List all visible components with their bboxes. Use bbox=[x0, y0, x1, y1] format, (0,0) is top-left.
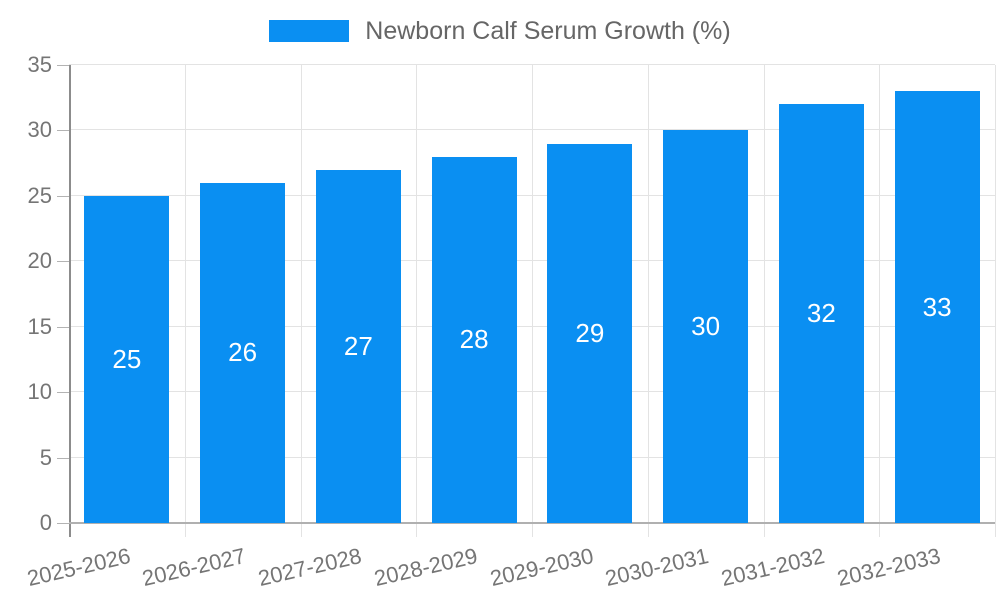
x-tick-label: 2029-2030 bbox=[487, 543, 596, 592]
x-tick-label: 2028-2029 bbox=[371, 543, 480, 592]
h-gridline bbox=[69, 64, 995, 65]
bar[interactable]: 26 bbox=[200, 182, 286, 523]
y-tick-mark bbox=[57, 130, 69, 132]
y-tick-mark bbox=[57, 326, 69, 328]
bar[interactable]: 27 bbox=[315, 169, 401, 523]
bar-value-label: 32 bbox=[806, 298, 836, 329]
y-tick-mark bbox=[57, 65, 69, 66]
y-tick-mark bbox=[57, 457, 69, 459]
legend-label[interactable]: Newborn Calf Serum Growth (%) bbox=[365, 16, 731, 45]
bar-value-label: 26 bbox=[228, 337, 258, 368]
legend-swatch[interactable] bbox=[269, 20, 350, 42]
y-tick-label: 5 bbox=[39, 444, 52, 470]
bar[interactable]: 33 bbox=[894, 91, 980, 523]
y-tick-label: 35 bbox=[27, 52, 52, 77]
x-axis-line bbox=[69, 522, 995, 524]
y-axis-line bbox=[69, 65, 71, 537]
bar-value-label: 27 bbox=[343, 330, 373, 361]
y-tick-label: 20 bbox=[27, 248, 52, 274]
v-gridline bbox=[879, 65, 881, 537]
y-tick-label: 30 bbox=[27, 117, 52, 143]
v-gridline bbox=[184, 65, 186, 537]
v-gridline bbox=[416, 65, 418, 537]
x-tick-label: 2031-2032 bbox=[718, 543, 827, 592]
bar-value-label: 30 bbox=[691, 311, 721, 342]
x-tick-label: 2030-2031 bbox=[603, 543, 712, 592]
bar[interactable]: 32 bbox=[778, 104, 864, 523]
y-tick-label: 0 bbox=[39, 510, 52, 535]
y-tick-mark bbox=[57, 195, 69, 197]
x-tick-label: 2025-2026 bbox=[24, 543, 133, 592]
legend: Newborn Calf Serum Growth (%) bbox=[0, 17, 1000, 45]
v-gridline bbox=[763, 65, 765, 537]
bar[interactable]: 29 bbox=[547, 143, 633, 523]
y-tick-mark bbox=[57, 392, 69, 394]
bar[interactable]: 28 bbox=[431, 156, 517, 523]
bar[interactable]: 30 bbox=[663, 130, 749, 523]
v-gridline bbox=[647, 65, 649, 537]
bar[interactable]: 25 bbox=[84, 195, 170, 523]
bar-value-label: 33 bbox=[922, 291, 952, 322]
plot-area: 25 26 27 28 29 30 32 33 bbox=[69, 64, 996, 537]
v-gridline bbox=[995, 65, 996, 537]
y-tick-mark bbox=[57, 261, 69, 263]
v-gridline bbox=[300, 65, 302, 537]
y-tick-label: 15 bbox=[27, 313, 52, 339]
y-tick-label: 25 bbox=[27, 182, 52, 208]
y-tick-mark bbox=[57, 523, 69, 524]
x-tick-label: 2026-2027 bbox=[140, 543, 249, 592]
x-tick-label: 2032-2033 bbox=[834, 543, 943, 592]
y-tick-label: 10 bbox=[27, 379, 52, 405]
x-tick-label: 2027-2028 bbox=[255, 543, 364, 592]
bar-value-label: 25 bbox=[112, 343, 142, 374]
bar-value-label: 29 bbox=[575, 317, 605, 348]
bar-value-label: 28 bbox=[459, 324, 489, 355]
v-gridline bbox=[532, 65, 533, 537]
